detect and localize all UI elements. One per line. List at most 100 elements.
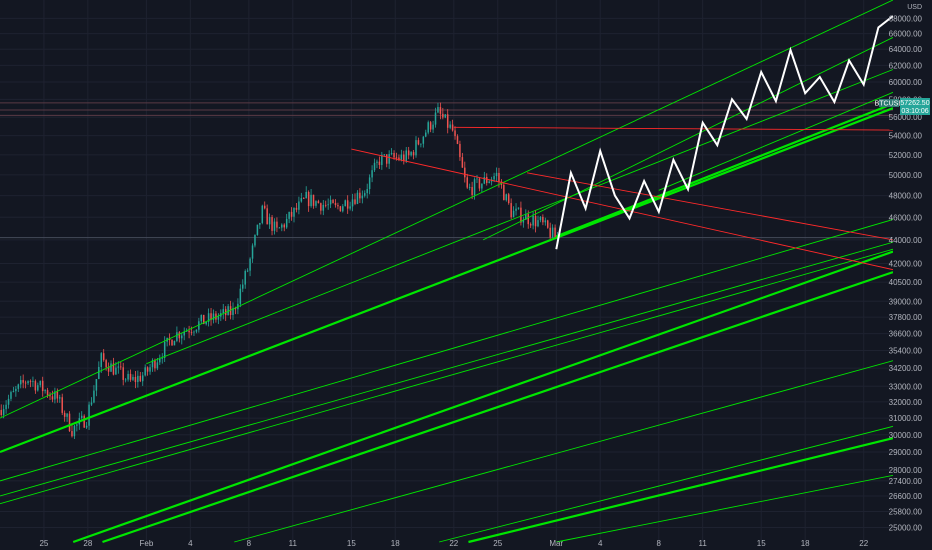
candle-up — [361, 195, 364, 199]
candle-up — [422, 136, 425, 144]
candle-up — [444, 114, 447, 118]
candle-down — [210, 313, 212, 320]
candle-up — [268, 217, 271, 225]
support-line — [468, 437, 894, 544]
candle-up — [222, 309, 225, 314]
price-tick-label: 26600.00 — [889, 492, 923, 501]
time-tick-label: 15 — [347, 539, 356, 548]
candle-up — [322, 204, 325, 211]
candle-up — [183, 331, 185, 336]
candle-down — [107, 367, 110, 372]
candle-down — [266, 208, 268, 225]
candle-up — [161, 357, 164, 359]
time-tick-label: 25 — [493, 539, 502, 548]
candle-down — [178, 332, 181, 339]
candle-down — [68, 413, 71, 432]
candle-up — [37, 385, 39, 391]
price-axis-panel[interactable] — [893, 0, 932, 550]
candle-up — [278, 227, 281, 229]
candle-up — [17, 384, 20, 389]
symbol-badge[interactable]: BTCUSD — [875, 99, 904, 108]
price-tick-label: 28000.00 — [889, 466, 923, 475]
candle-up — [476, 178, 478, 180]
candle-up — [366, 189, 368, 194]
support-line — [234, 360, 894, 543]
candle-down — [510, 203, 512, 218]
candle-up — [173, 340, 176, 346]
candle-down — [22, 380, 24, 383]
time-tick-label: 8 — [657, 539, 662, 548]
candle-down — [456, 136, 459, 144]
candle-up — [19, 380, 22, 385]
candle-up — [181, 335, 183, 339]
candle-up — [356, 192, 359, 204]
candle-down — [46, 390, 49, 396]
candle-up — [364, 193, 366, 196]
candle-up — [227, 306, 229, 316]
candle-up — [244, 271, 246, 285]
candle-down — [527, 214, 529, 225]
candle-down — [398, 157, 400, 160]
candle-down — [112, 363, 115, 375]
candle-up — [95, 379, 98, 391]
support-line — [0, 0, 894, 419]
candle-down — [332, 199, 334, 204]
candle-up — [115, 367, 117, 375]
candle-down — [354, 199, 356, 204]
candle-down — [71, 431, 73, 437]
candle-up — [315, 201, 317, 206]
candle-up — [251, 245, 254, 259]
candle-up — [88, 404, 90, 426]
candle-down — [464, 167, 466, 178]
price-tick-label: 33000.00 — [889, 382, 923, 391]
candle-up — [176, 332, 178, 341]
candle-down — [324, 204, 327, 206]
candle-up — [349, 206, 351, 209]
candle-down — [346, 200, 349, 209]
candle-down — [337, 205, 339, 207]
price-tick-label: 30000.00 — [889, 431, 923, 440]
candle-up — [32, 381, 34, 382]
candle-up — [400, 154, 403, 160]
time-tick-label: 4 — [188, 539, 193, 548]
price-tick-label: 68000.00 — [889, 14, 923, 23]
candle-down — [154, 360, 156, 369]
candle-up — [195, 329, 198, 332]
candle-down — [295, 207, 298, 210]
price-tick-label: 48000.00 — [889, 192, 923, 201]
candle-up — [207, 313, 210, 322]
candle-down — [24, 382, 27, 384]
candle-up — [249, 258, 251, 271]
time-tick-label: 25 — [39, 539, 48, 548]
price-tick-label: 39000.00 — [889, 297, 923, 306]
last-price-badge-box — [900, 98, 930, 115]
candle-down — [283, 224, 286, 228]
projection-path — [555, 15, 894, 250]
candle-up — [293, 207, 295, 217]
candle-up — [80, 415, 83, 419]
candle-up — [66, 413, 68, 417]
candle-down — [29, 381, 32, 382]
candle-up — [305, 191, 307, 199]
last-price-badge[interactable]: 57262.50 03:10:06 — [900, 98, 930, 115]
candle-down — [503, 184, 505, 201]
candle-down — [63, 412, 66, 417]
candle-down — [56, 391, 59, 399]
candle-up — [7, 398, 10, 405]
support-line — [482, 37, 894, 241]
candle-up — [198, 321, 200, 330]
candle-up — [288, 211, 290, 219]
candle-up — [415, 140, 417, 156]
candle-up — [85, 425, 88, 428]
candle-down — [312, 194, 315, 206]
candle-down — [442, 113, 444, 118]
candle-up — [246, 270, 249, 272]
candle-up — [193, 331, 195, 333]
candle-up — [525, 214, 527, 220]
candle-down — [188, 330, 190, 333]
candle-up — [159, 358, 161, 363]
candle-up — [256, 224, 259, 235]
candle-up — [522, 219, 525, 223]
projection-polyline — [555, 15, 894, 250]
